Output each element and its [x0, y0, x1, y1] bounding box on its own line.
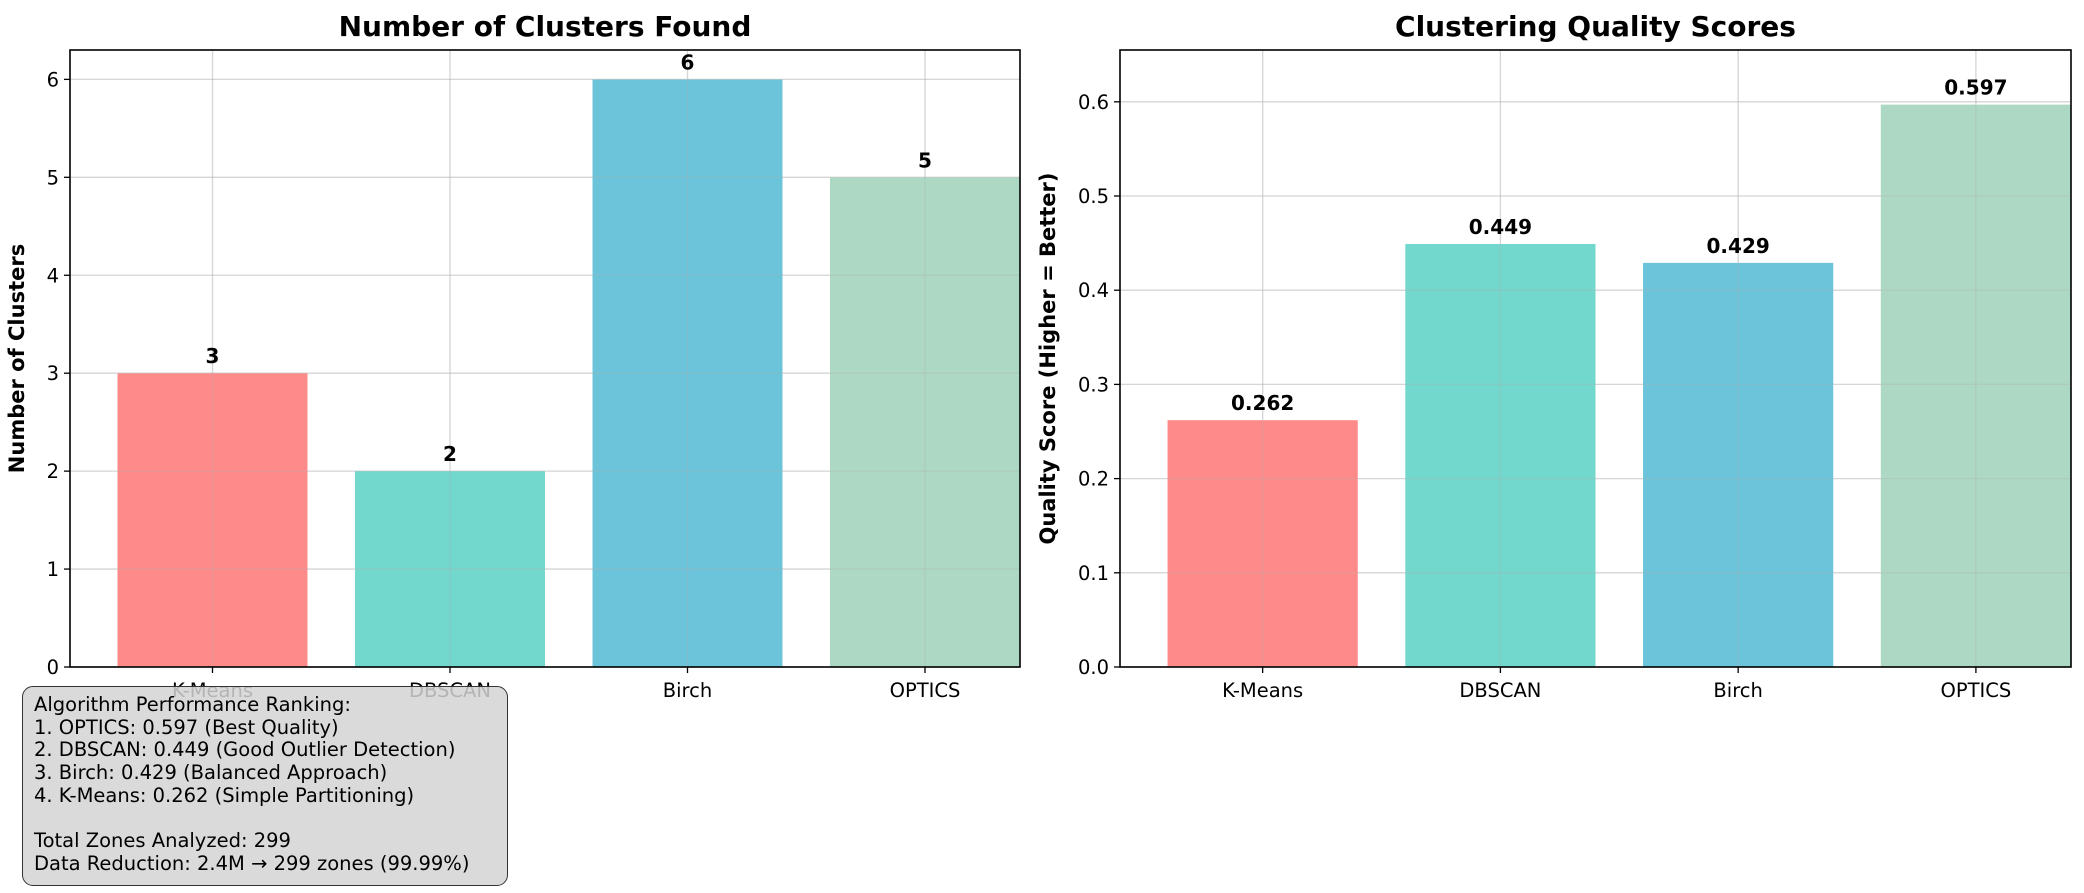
ranking-line: 3. Birch: 0.429 (Balanced Approach)	[34, 761, 388, 785]
bar-k-means	[117, 373, 308, 667]
ranking-line: Algorithm Performance Ranking:	[34, 693, 351, 716]
ranking-line: Total Zones Analyzed: 299	[34, 829, 291, 853]
bar-dbscan	[355, 471, 545, 667]
y-tick-label: 0.2	[1078, 468, 1109, 491]
value-label: 3	[206, 344, 220, 368]
ranking-line: Data Reduction: 2.4M → 299 zones (99.99%…	[34, 851, 470, 875]
value-label: 6	[681, 50, 695, 74]
axes-frame	[1119, 49, 2072, 668]
y-tick-label: 5	[47, 166, 59, 189]
y-tick-label: 0.5	[1078, 185, 1109, 208]
bars	[1120, 50, 2071, 668]
y-tick-label: 3	[47, 362, 59, 385]
bar-optics	[830, 177, 1020, 668]
value-label: 5	[918, 148, 932, 172]
value-label: 0.449	[1469, 215, 1532, 239]
clusters-chart: 32650123456K-MeansDBSCANBirchOPTICSNumbe…	[5, 10, 1021, 702]
y-tick-label: 4	[47, 264, 59, 287]
ranking-line: 4. K-Means: 0.262 (Simple Partitioning)	[34, 783, 415, 807]
bars	[70, 50, 1020, 668]
value-label: 0.262	[1231, 391, 1294, 415]
x-tick-label: DBSCAN	[1459, 679, 1541, 702]
bar-dbscan	[1405, 244, 1596, 667]
ranking-line: 1. OPTICS: 0.597 (Best Quality)	[34, 715, 339, 739]
y-tick-label: 0.4	[1078, 279, 1109, 302]
x-tick-label: K-Means	[1222, 679, 1303, 702]
x-tick-label: Birch	[1713, 679, 1762, 702]
x-tick-label: OPTICS	[1941, 679, 2012, 702]
y-tick-label: 0.0	[1078, 656, 1109, 679]
y-tick-label: 6	[47, 68, 59, 91]
ranking-line: 2. DBSCAN: 0.449 (Good Outlier Detection…	[34, 738, 456, 762]
y-tick-label: 0	[47, 656, 59, 679]
ranking-line	[34, 807, 507, 830]
chart-title: Number of Clusters Found	[339, 10, 752, 43]
y-tick-label: 0.1	[1078, 562, 1109, 585]
bar-k-means	[1167, 420, 1358, 667]
y-tick-label: 0.6	[1078, 91, 1109, 114]
y-tick-label: 2	[47, 460, 59, 483]
y-axis-label: Quality Score (Higher = Better)	[1036, 172, 1060, 544]
y-axis-label: Number of Clusters	[5, 244, 29, 473]
quality-chart: 0.262 0.449 0.429 0.597 0.0 0.1 0.2 0.3 0.4 0.5 0.…	[1036, 10, 2072, 702]
axes-frame	[69, 49, 1021, 668]
chart-title: Clustering Quality Scores	[1395, 10, 1796, 43]
ranking-summary-box: Algorithm Performance Ranking: 1. OPTICS…	[22, 686, 508, 886]
y-tick-label: 1	[47, 558, 59, 581]
bar-birch	[592, 79, 783, 667]
x-tick-label: Birch	[663, 679, 712, 702]
value-label: 0.429	[1707, 234, 1770, 258]
y-tick-label: 0.3	[1078, 373, 1109, 396]
bar-birch	[1643, 262, 1834, 667]
x-tick-label: OPTICS	[890, 679, 961, 702]
value-label: 2	[443, 442, 457, 466]
value-label: 0.597	[1944, 76, 2007, 100]
bar-optics	[1880, 104, 2071, 667]
